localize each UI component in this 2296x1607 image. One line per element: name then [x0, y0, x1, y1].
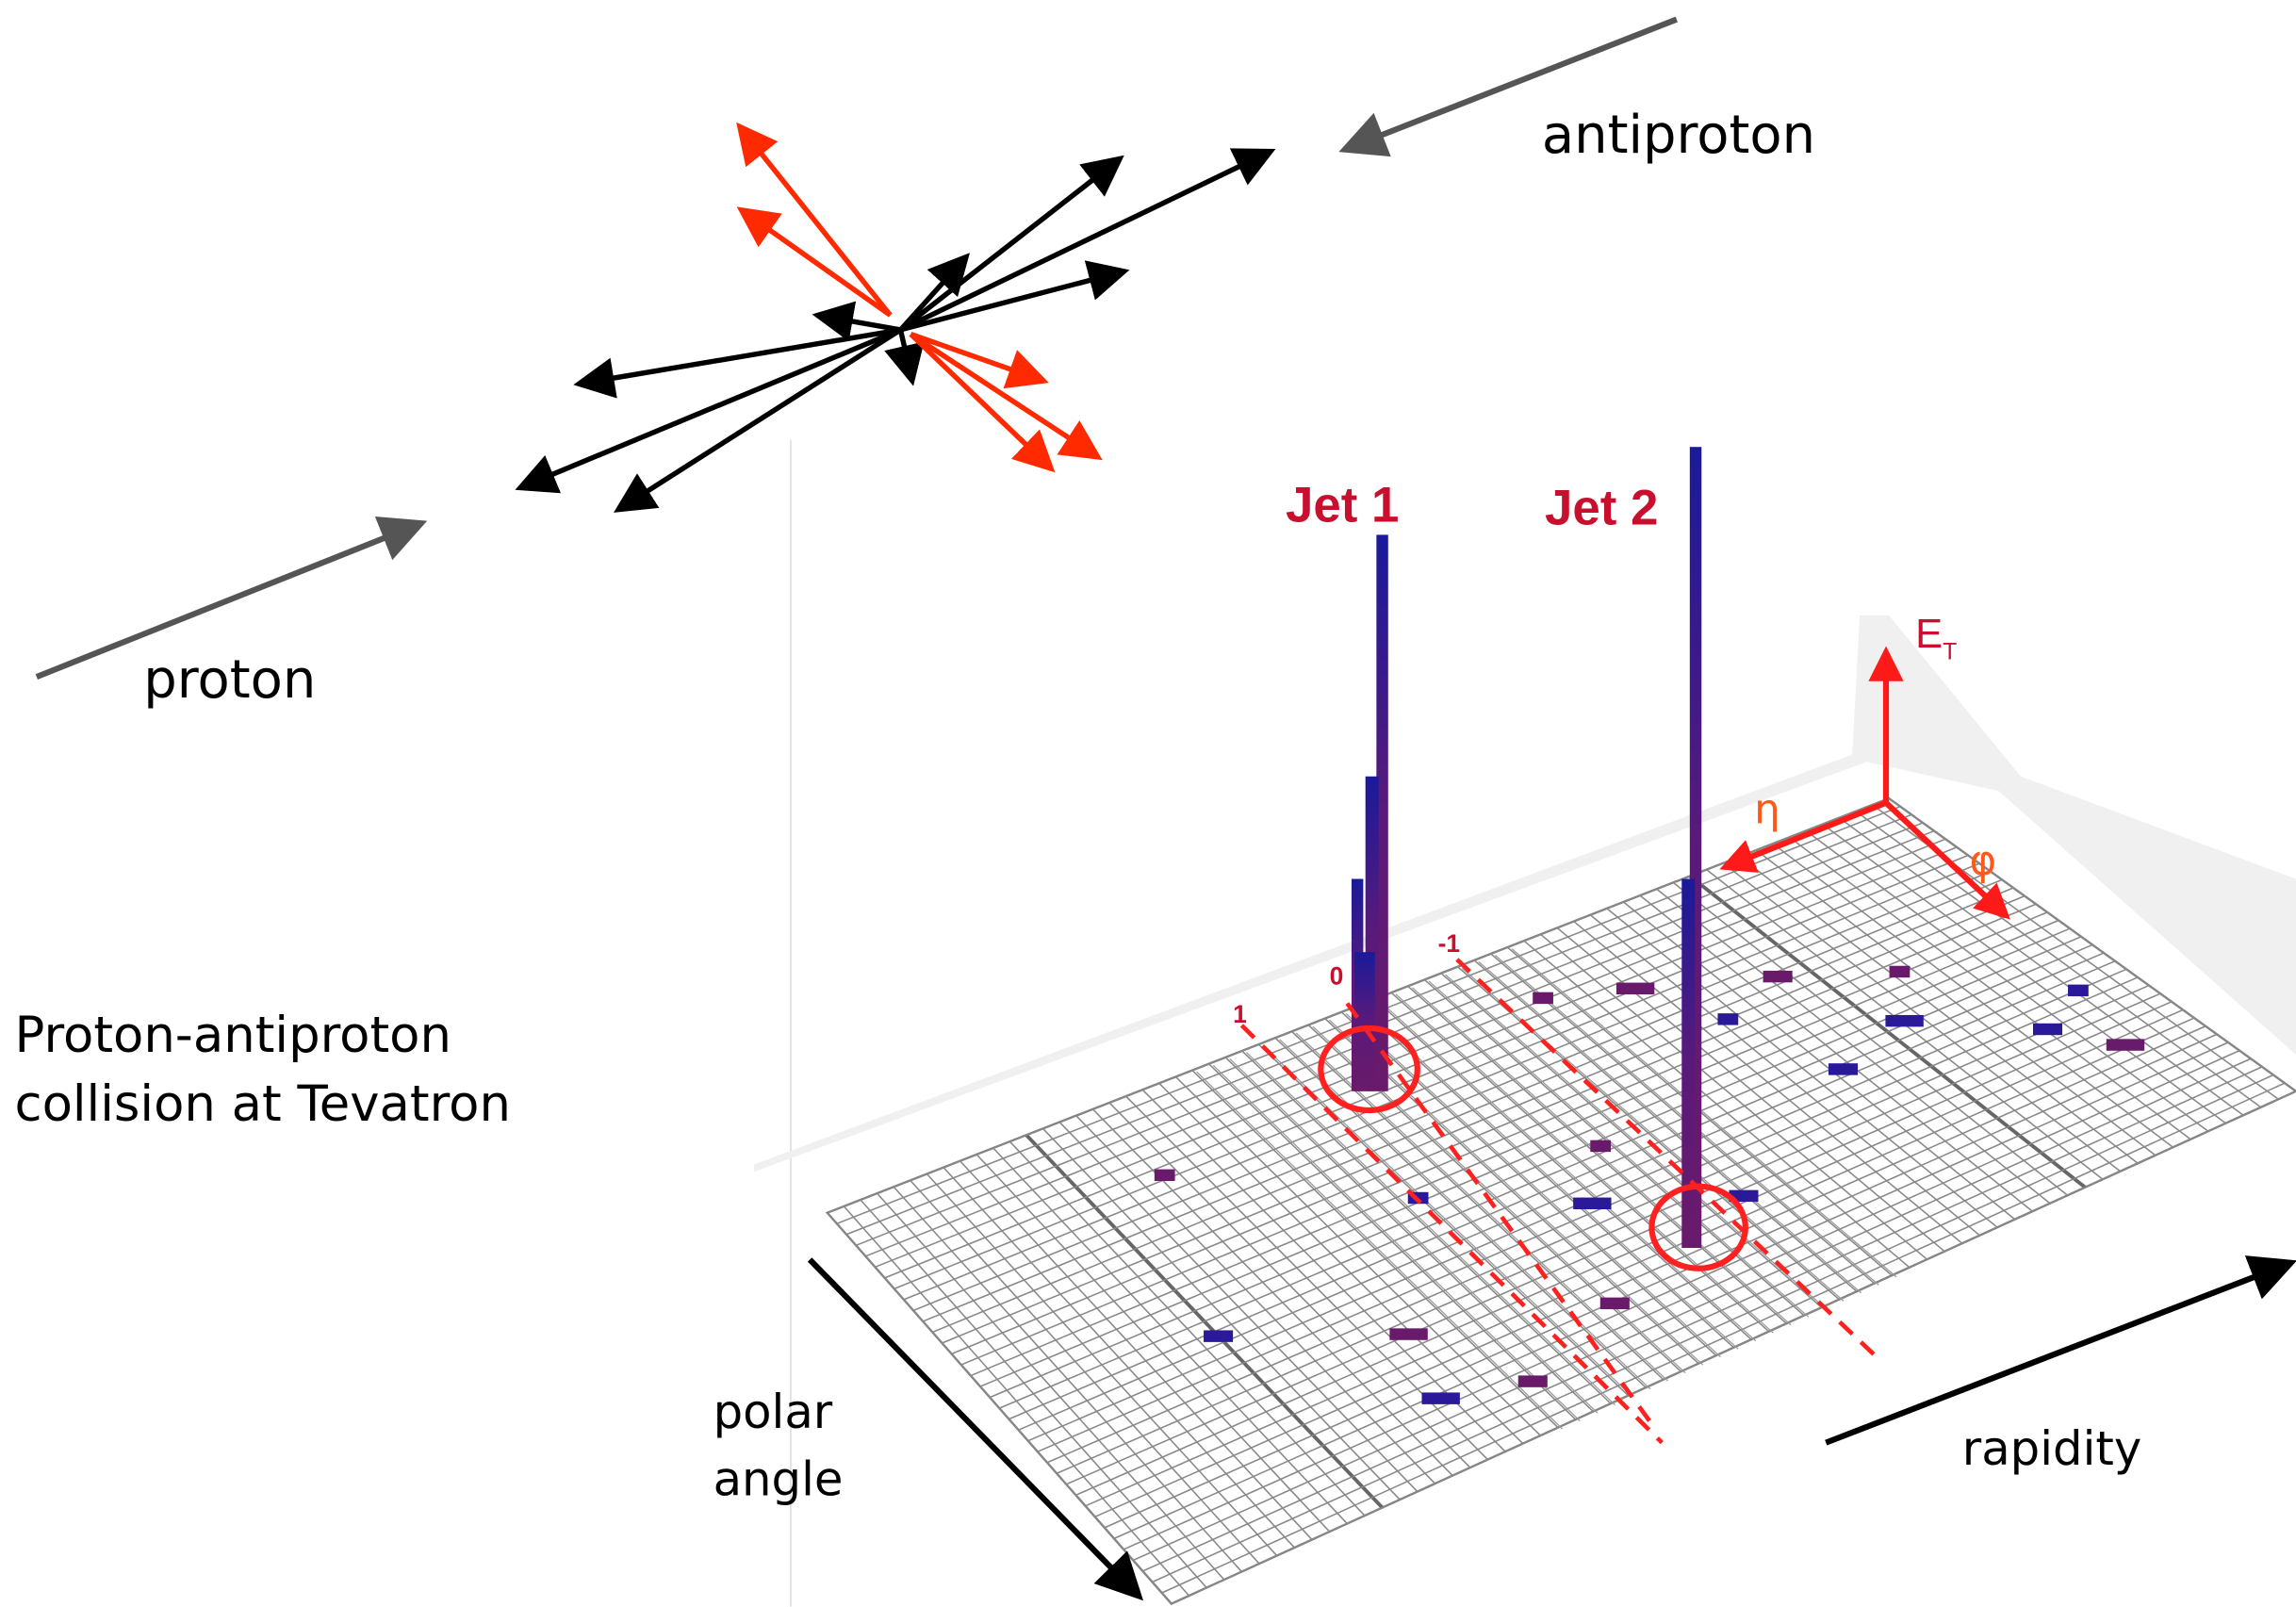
- energy-tower: [1354, 952, 1375, 1091]
- jet-track: [910, 335, 1051, 469]
- calorimeter-cell: [1533, 992, 1553, 1004]
- energy-tower: [1681, 879, 1695, 1249]
- jet-track: [910, 335, 1098, 458]
- et-subscript: T: [1943, 639, 1957, 664]
- calorimeter-cell: [1518, 1375, 1548, 1386]
- calorimeter-cell: [1600, 1298, 1630, 1309]
- proton-label: proton: [143, 649, 316, 711]
- calorimeter-cell: [2068, 985, 2089, 996]
- track: [579, 330, 901, 384]
- calorimeter-cell: [1590, 1140, 1611, 1152]
- track: [900, 151, 1271, 330]
- track: [520, 330, 901, 488]
- calorimeter-cell: [1421, 1392, 1459, 1403]
- jet-track: [740, 126, 891, 315]
- calorimeter-cell: [1885, 1015, 1923, 1026]
- page: antiproton proton Proton-antiproton coll…: [0, 0, 2296, 1607]
- polar-angle-label: angle: [713, 1452, 844, 1507]
- phi-label: φ: [1970, 838, 1997, 885]
- track: [618, 330, 901, 510]
- eta-marker: 1: [1233, 1000, 1247, 1028]
- calorimeter-cell: [1616, 983, 1654, 994]
- antiproton-label: antiproton: [1542, 105, 1815, 166]
- caption: Proton-antiproton: [15, 1007, 451, 1064]
- rapidity-label: rapidity: [1962, 1421, 2142, 1476]
- lego-grid: [828, 798, 2296, 1603]
- eta-label: η: [1754, 786, 1780, 833]
- calorimeter-cell: [1763, 971, 1793, 982]
- track: [900, 330, 911, 381]
- et-label: ET: [1915, 612, 1957, 664]
- eta-marker: -1: [1438, 929, 1460, 958]
- calorimeter-cell: [1890, 966, 1911, 977]
- calorimeter-cell: [1829, 1063, 1858, 1074]
- et-symbol: E: [1915, 612, 1943, 657]
- polar-angle-label: polar: [713, 1385, 833, 1439]
- calorimeter-cell: [1717, 1013, 1738, 1025]
- tracks: [520, 126, 1271, 510]
- calorimeter-cell: [1155, 1170, 1175, 1181]
- track: [817, 315, 901, 330]
- jet-label: Jet 1: [1286, 477, 1399, 533]
- calorimeter-cell: [2033, 1024, 2062, 1035]
- caption: collision at Tevatron: [15, 1075, 511, 1133]
- rapidity-arrow: [1826, 1263, 2291, 1443]
- jet-label: Jet 2: [1545, 481, 1658, 536]
- eta-marker: 0: [1330, 961, 1344, 990]
- calorimeter-cell: [1389, 1328, 1427, 1339]
- diagram: antiproton proton Proton-antiproton coll…: [0, 0, 2296, 1607]
- calorimeter-cell: [2107, 1039, 2144, 1050]
- calorimeter-cell: [1204, 1330, 1233, 1341]
- jet-track: [910, 335, 1043, 382]
- grid-surface: [828, 798, 2296, 1603]
- calorimeter-cell: [1573, 1198, 1611, 1209]
- track: [900, 158, 1120, 330]
